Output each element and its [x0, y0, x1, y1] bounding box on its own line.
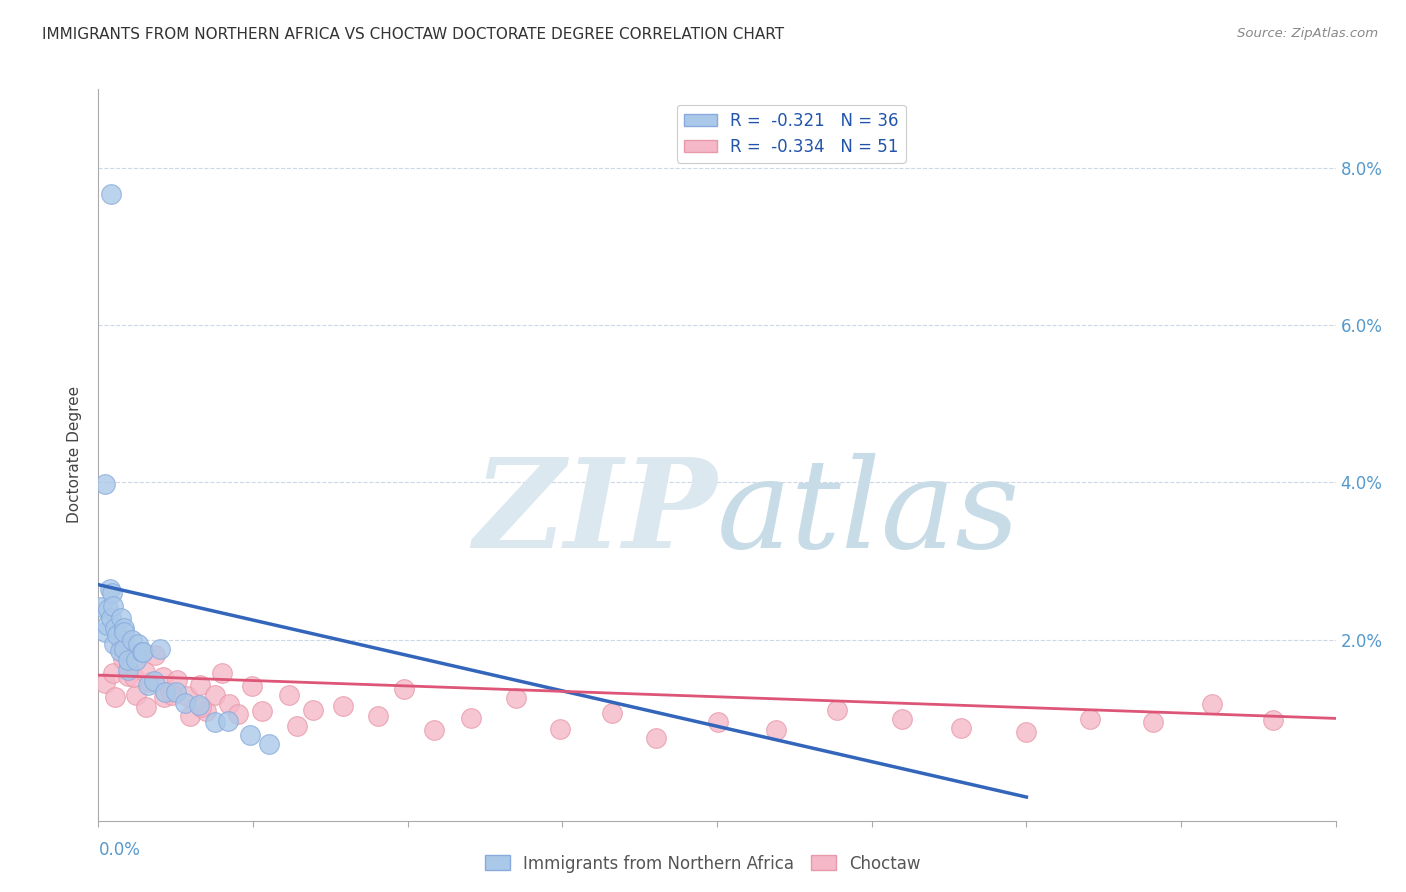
Point — [108, 644, 131, 658]
Point — [226, 706, 249, 721]
Point — [94, 676, 117, 690]
Point — [112, 625, 135, 640]
Point — [187, 698, 209, 713]
Point — [110, 611, 132, 625]
Point — [135, 699, 157, 714]
Point — [97, 602, 120, 616]
Point — [239, 728, 262, 742]
Point — [285, 718, 308, 732]
Point — [179, 709, 201, 723]
Text: Source: ZipAtlas.com: Source: ZipAtlas.com — [1237, 27, 1378, 40]
Point — [240, 679, 263, 693]
Point — [138, 675, 160, 690]
Point — [600, 706, 623, 721]
Point — [176, 689, 198, 703]
Point — [132, 645, 155, 659]
Point — [148, 641, 170, 656]
Legend: Immigrants from Northern Africa, Choctaw: Immigrants from Northern Africa, Choctaw — [478, 848, 928, 880]
Point — [195, 704, 218, 718]
Point — [950, 721, 973, 735]
Point — [707, 714, 730, 729]
Legend: R =  -0.321   N = 36, R =  -0.334   N = 51: R = -0.321 N = 36, R = -0.334 N = 51 — [678, 105, 905, 162]
Point — [94, 477, 117, 491]
Point — [204, 688, 226, 702]
Point — [117, 653, 139, 667]
Point — [1263, 714, 1285, 728]
Point — [644, 731, 666, 745]
Point — [142, 673, 165, 688]
Point — [143, 648, 166, 662]
Point — [152, 670, 174, 684]
Point — [112, 633, 135, 648]
Point — [103, 599, 125, 613]
Point — [1142, 715, 1164, 730]
Point — [96, 618, 118, 632]
Point — [155, 685, 177, 699]
Point — [188, 677, 211, 691]
Point — [250, 704, 273, 718]
Point — [112, 641, 135, 656]
Point — [117, 669, 139, 683]
Point — [460, 711, 482, 725]
Point — [104, 690, 127, 705]
Point — [98, 582, 121, 597]
Text: ZIP: ZIP — [474, 452, 717, 574]
Point — [101, 586, 124, 600]
Point — [121, 633, 143, 648]
Point — [125, 653, 148, 667]
Point — [117, 663, 139, 677]
Point — [204, 715, 226, 730]
Point — [765, 723, 787, 737]
Text: 0.0%: 0.0% — [98, 841, 141, 859]
Text: IMMIGRANTS FROM NORTHERN AFRICA VS CHOCTAW DOCTORATE DEGREE CORRELATION CHART: IMMIGRANTS FROM NORTHERN AFRICA VS CHOCT… — [42, 27, 785, 42]
Point — [827, 703, 849, 717]
Point — [100, 186, 122, 201]
Point — [1015, 724, 1038, 739]
Point — [100, 611, 122, 625]
Point — [367, 709, 389, 723]
Point — [548, 722, 571, 736]
Point — [94, 625, 117, 640]
Point — [891, 712, 914, 726]
Point — [423, 723, 446, 738]
Point — [153, 690, 176, 704]
Point — [127, 637, 149, 651]
Point — [162, 688, 184, 702]
Point — [103, 637, 125, 651]
Point — [392, 681, 415, 696]
Point — [165, 685, 187, 699]
Point — [1201, 698, 1223, 712]
Point — [112, 652, 135, 666]
Point — [278, 689, 301, 703]
Point — [159, 684, 181, 698]
Point — [104, 622, 127, 636]
Point — [134, 665, 156, 679]
Point — [122, 670, 145, 684]
Point — [112, 621, 135, 635]
Point — [110, 639, 132, 653]
Point — [90, 600, 112, 615]
Point — [257, 738, 280, 752]
Point — [505, 691, 527, 706]
Text: atlas: atlas — [717, 452, 1021, 574]
Point — [217, 714, 239, 728]
Point — [105, 628, 128, 642]
Point — [136, 678, 159, 692]
Point — [302, 703, 325, 717]
Point — [332, 699, 354, 714]
Point — [125, 689, 148, 703]
Point — [131, 645, 153, 659]
Point — [211, 666, 233, 681]
Point — [1078, 712, 1101, 726]
Point — [101, 665, 124, 680]
Point — [166, 673, 188, 688]
Y-axis label: Doctorate Degree: Doctorate Degree — [67, 386, 83, 524]
Point — [218, 697, 240, 711]
Point — [190, 700, 212, 714]
Point — [174, 696, 197, 710]
